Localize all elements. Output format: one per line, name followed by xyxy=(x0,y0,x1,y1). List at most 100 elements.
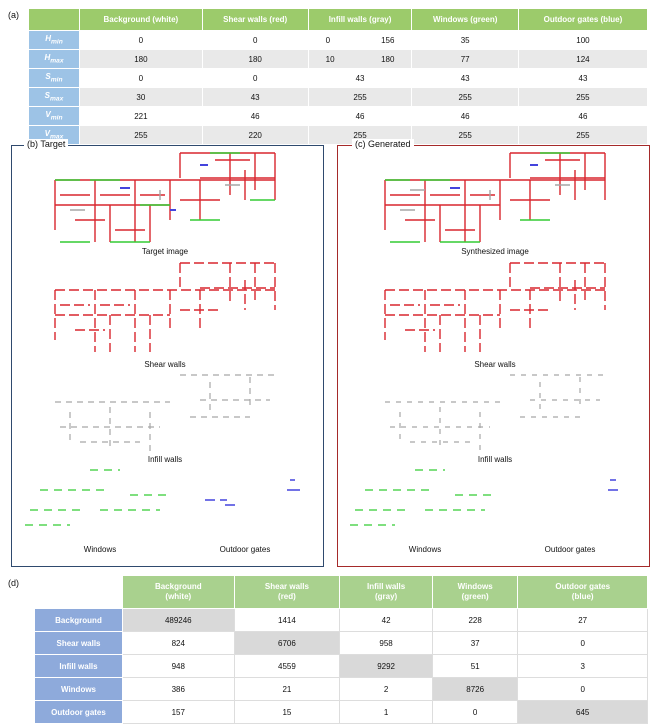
cell: 489246 xyxy=(122,608,235,632)
cell: 255 xyxy=(411,125,519,145)
corner-cell xyxy=(34,575,123,609)
label-d: (d) xyxy=(8,578,19,588)
cell: 386 xyxy=(122,677,235,701)
panel-generated-title: (c) Generated xyxy=(352,139,414,149)
cell: 3 xyxy=(517,654,648,678)
cell: 0 xyxy=(201,68,309,88)
hsv-threshold-table: Background (white) Shear walls (red) Inf… xyxy=(28,8,649,145)
cell: 645 xyxy=(517,700,648,724)
cell: 42 xyxy=(339,608,433,632)
cell: 35 xyxy=(411,30,519,50)
caption-generated-infill: Infill walls xyxy=(477,455,513,464)
row-header: Infill walls xyxy=(34,654,123,678)
panel-target-title: (b) Target xyxy=(24,139,69,149)
cell: 824 xyxy=(122,631,235,655)
cell: 1414 xyxy=(233,608,341,632)
cell: 9292 xyxy=(339,654,433,678)
cell: 221 xyxy=(79,106,203,126)
cell: 10 180 xyxy=(307,49,413,69)
caption-target-infill: Infill walls xyxy=(147,455,183,464)
cell: 255 xyxy=(79,125,203,145)
table-row: Hmax 180 180 10 180 77 124 xyxy=(28,49,649,69)
cell: 15 xyxy=(233,700,341,724)
cell: 30 xyxy=(79,87,203,107)
cell: 2 xyxy=(339,677,433,701)
col-header: Outdoor gates (blue) xyxy=(517,8,649,31)
cell: 0 xyxy=(517,631,648,655)
panel-target xyxy=(11,145,324,567)
cell: 255 xyxy=(517,125,649,145)
generated-infill-walls xyxy=(385,374,605,452)
row-header: Outdoor gates xyxy=(34,700,123,724)
target-outdoor-gates xyxy=(205,479,300,506)
row-header: Background xyxy=(34,608,123,632)
col-header: Background (white) xyxy=(122,575,235,609)
table-row: Vmin 221 46 46 46 46 xyxy=(28,106,649,126)
cell: 0 xyxy=(79,68,203,88)
cell: 37 xyxy=(431,631,519,655)
generated-outdoor-gates xyxy=(608,479,618,491)
table-row: Outdoor gates 157 15 1 0 645 xyxy=(34,700,648,724)
cell: 1 xyxy=(339,700,433,724)
cell: 46 xyxy=(307,106,413,126)
table-row: Shear walls 824 6706 958 37 0 xyxy=(34,631,648,655)
caption-target-gates: Outdoor gates xyxy=(219,545,271,554)
cell: 180 xyxy=(201,49,309,69)
cell: 948 xyxy=(122,654,235,678)
cell: 27 xyxy=(517,608,648,632)
row-header: Vmin xyxy=(28,106,80,126)
cell: 46 xyxy=(517,106,649,126)
cell: 51 xyxy=(431,654,519,678)
caption-target-shear: Shear walls xyxy=(144,360,186,369)
cell: 77 xyxy=(411,49,519,69)
row-header: Windows xyxy=(34,677,123,701)
cell: 6706 xyxy=(233,631,341,655)
col-header: Infill walls (gray) xyxy=(339,575,433,609)
caption-synthesized-image: Synthesized image xyxy=(461,247,529,256)
target-infill-walls xyxy=(55,374,275,452)
cell: 157 xyxy=(122,700,235,724)
row-header: Hmax xyxy=(28,49,80,69)
table-row: Hmin 0 0 0 156 35 100 xyxy=(28,30,649,50)
corner-cell xyxy=(28,8,80,31)
cell: 43 xyxy=(201,87,309,107)
cell: 0 xyxy=(201,30,309,50)
cell: 46 xyxy=(201,106,309,126)
cell: 8726 xyxy=(431,677,519,701)
col-header: Shear walls (red) xyxy=(233,575,341,609)
cell: 255 xyxy=(307,87,413,107)
generated-shear-walls xyxy=(384,262,606,352)
row-header: Shear walls xyxy=(34,631,123,655)
caption-target-image: Target image xyxy=(141,247,189,256)
col-header: Shear walls (red) xyxy=(201,8,309,31)
row-header: Hmin xyxy=(28,30,80,50)
col-header: Infill walls (gray) xyxy=(307,8,413,31)
col-header: Windows (green) xyxy=(411,8,519,31)
row-header: Smax xyxy=(28,87,80,107)
cell: 255 xyxy=(411,87,519,107)
row-header: Smin xyxy=(28,68,80,88)
target-image xyxy=(54,152,276,243)
panel-generated xyxy=(337,145,650,567)
synthesized-image xyxy=(384,152,606,243)
cell: 46 xyxy=(411,106,519,126)
target-windows xyxy=(25,469,170,526)
col-header: Outdoor gates (blue) xyxy=(517,575,648,609)
cell: 43 xyxy=(307,68,413,88)
table-row: Smin 0 0 43 43 43 xyxy=(28,68,649,88)
table-row: Windows 386 21 2 8726 0 xyxy=(34,677,648,701)
caption-generated-gates: Outdoor gates xyxy=(544,545,596,554)
cell: 0 xyxy=(517,677,648,701)
col-header: Background (white) xyxy=(79,8,203,31)
cell: 43 xyxy=(411,68,519,88)
cell: 21 xyxy=(233,677,341,701)
generated-windows xyxy=(350,469,495,526)
caption-generated-shear: Shear walls xyxy=(474,360,516,369)
cell: 43 xyxy=(517,68,649,88)
cell: 124 xyxy=(517,49,649,69)
caption-target-windows: Windows xyxy=(83,545,117,554)
cell: 100 xyxy=(517,30,649,50)
table-row: Infill walls 948 4559 9292 51 3 xyxy=(34,654,648,678)
cell: 180 xyxy=(79,49,203,69)
cell: 4559 xyxy=(233,654,341,678)
